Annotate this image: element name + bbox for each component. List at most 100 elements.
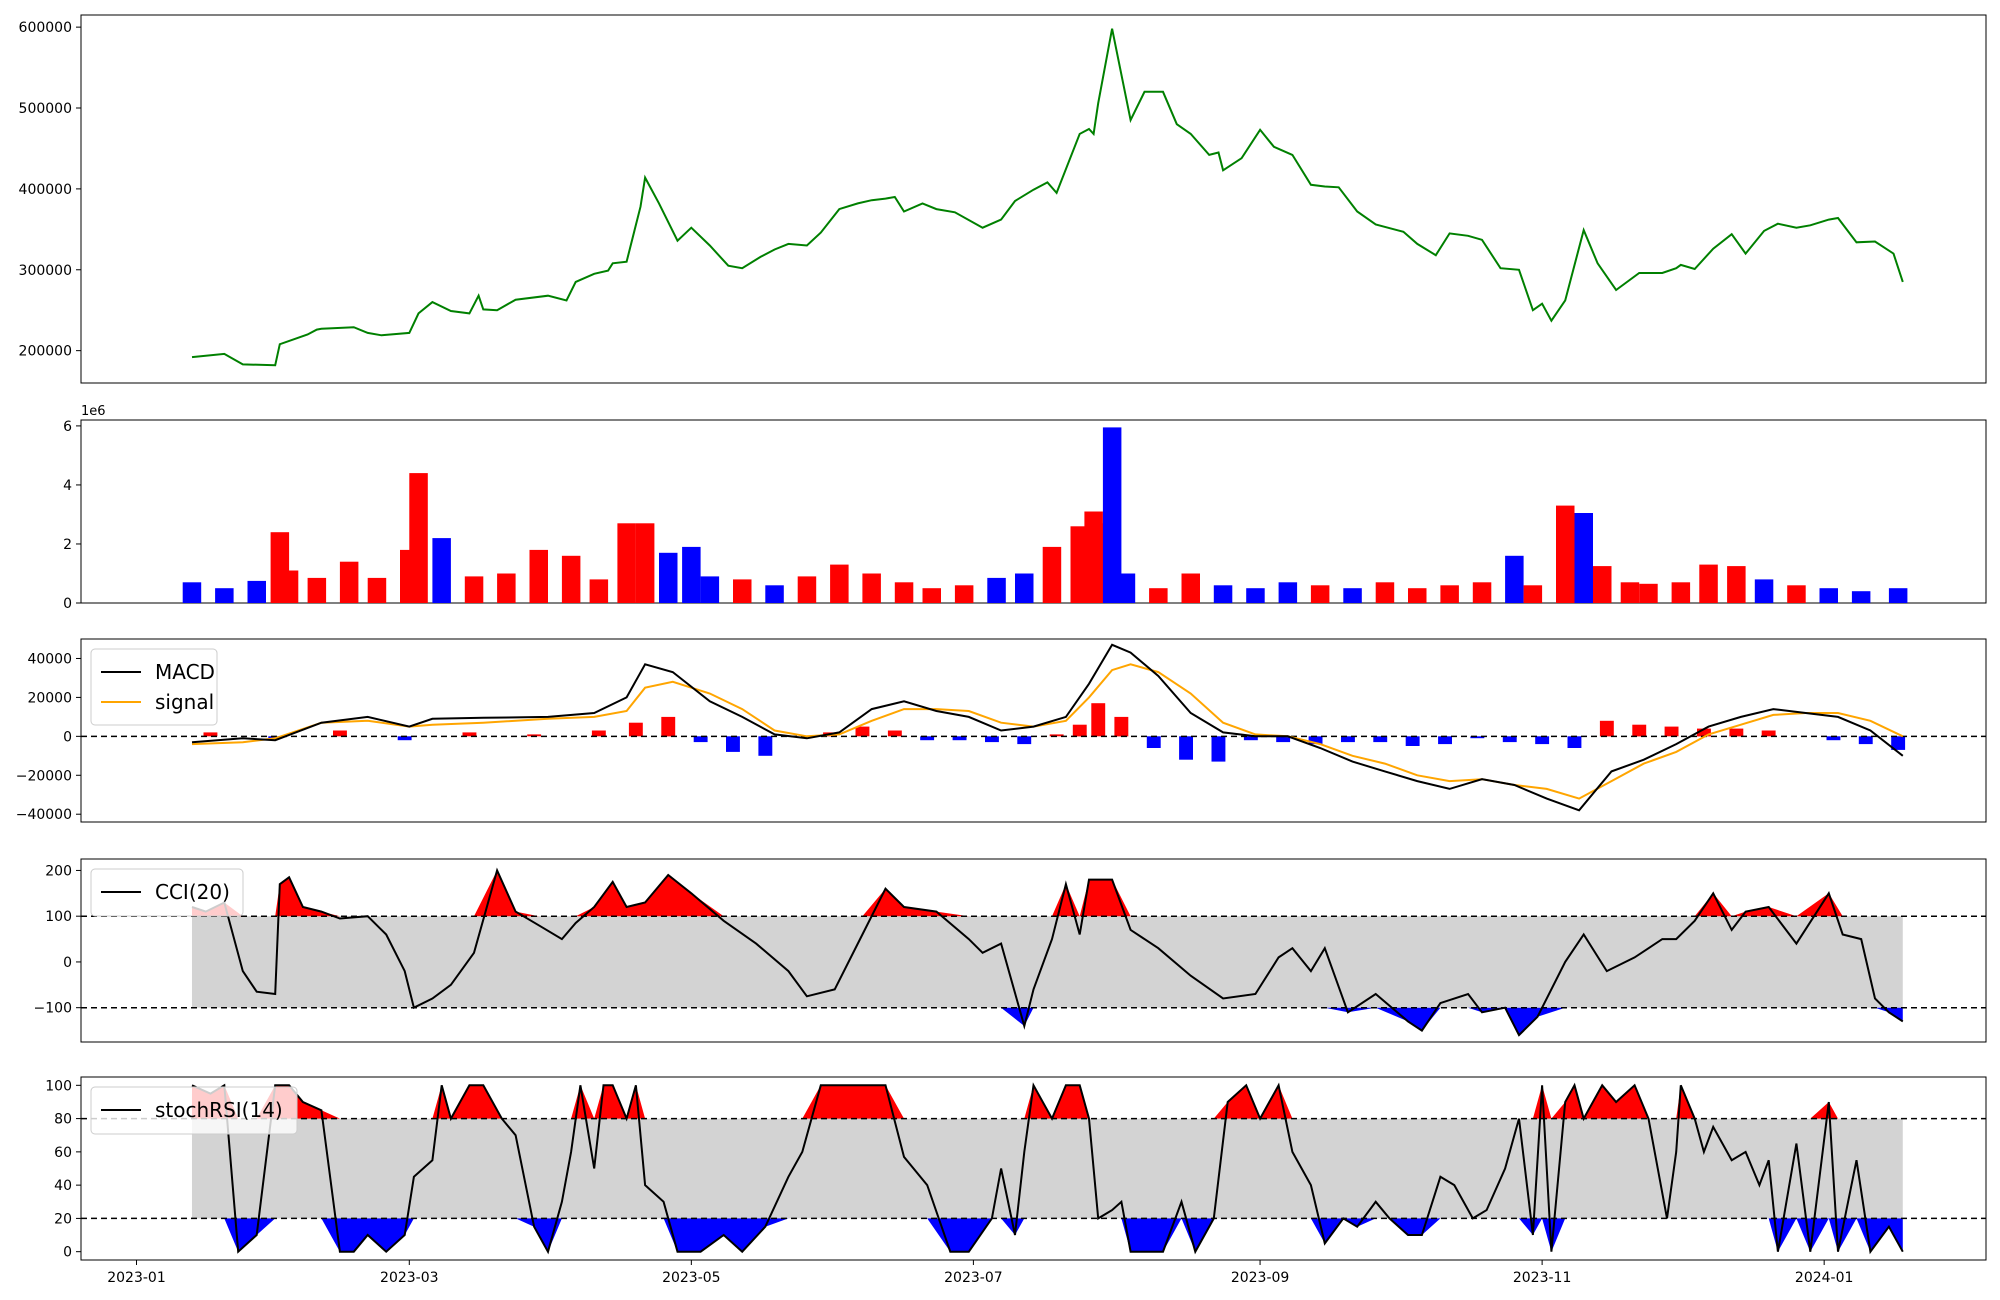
indicator-line (191, 867, 1904, 1037)
volume-bar (733, 579, 752, 603)
y-tick-label: 20 (54, 1211, 72, 1227)
volume-bar (1181, 573, 1200, 603)
volume-bar (765, 585, 784, 603)
legend-box (90, 1086, 298, 1135)
macd-histogram-bar (1276, 736, 1291, 743)
stochrsi-panel: 0 20 40 60 80 100 stochRSI(14) (45, 1076, 1987, 1261)
legend-label: signal (155, 690, 214, 714)
volume-bar (1278, 582, 1298, 603)
macd-histogram-bar (1243, 736, 1258, 741)
y-tick-label: 500000 (19, 101, 72, 117)
macd-histogram-bar (1091, 703, 1106, 737)
y-tick-label: 60 (54, 1145, 72, 1161)
volume-bar (1343, 588, 1362, 603)
x-tick-label: 2024-01 (1795, 1270, 1854, 1286)
y-tick-label: −20000 (16, 768, 72, 784)
y-tick-label: 300000 (19, 263, 72, 279)
volume-bar (215, 588, 234, 603)
macd-histogram-bar (1211, 736, 1226, 762)
signal-line (191, 663, 1904, 800)
macd-line (191, 643, 1904, 812)
overbought-fill (191, 1085, 1903, 1119)
volume-bar (409, 473, 428, 603)
overbought-fill (191, 870, 1903, 917)
y-tick-label: 200 (45, 863, 72, 879)
macd-histogram-bar (1114, 716, 1129, 737)
y-tick-label: 0 (63, 729, 72, 745)
y-tick-label: 200000 (19, 344, 72, 360)
volume-bar (1440, 585, 1459, 603)
legend-label: stochRSI(14) (155, 1098, 283, 1122)
volume-bar (1620, 582, 1640, 603)
panel-frame (80, 14, 1987, 384)
volume-bar (1523, 585, 1543, 603)
x-tick-label: 2023-07 (944, 1270, 1003, 1286)
indicator-line (191, 1082, 1904, 1255)
macd-histogram-bar (1049, 734, 1064, 737)
macd-histogram-bar (1858, 736, 1873, 745)
volume-bar (279, 570, 299, 603)
volume-bar (700, 576, 720, 603)
macd-histogram-bar (1502, 736, 1517, 743)
macd-panel: −40000 −20000 0 20000 40000 MACD signal (16, 638, 1987, 823)
y-tick-label: 4 (63, 478, 72, 494)
neutral-band (191, 916, 1903, 1008)
y-tick-label: 80 (54, 1112, 72, 1128)
macd-histogram-bar (1632, 724, 1647, 737)
volume-bar (1310, 585, 1330, 603)
volume-scale-label: 1e6 (81, 404, 106, 419)
volume-bar (1593, 566, 1612, 603)
volume-bar (1671, 582, 1691, 603)
volume-bar (247, 580, 266, 603)
macd-histogram-bar (1072, 724, 1087, 737)
volume-bar (497, 573, 516, 603)
y-tick-label: 0 (63, 955, 72, 971)
volume-bar (1089, 523, 1108, 603)
neutral-band (191, 1118, 1903, 1219)
macd-histogram-bar (920, 736, 935, 741)
legend-label: CCI(20) (155, 880, 230, 904)
y-tick-label: 600000 (19, 20, 72, 36)
volume-bar (617, 523, 636, 603)
macd-histogram-bar (1405, 736, 1420, 746)
price-line (191, 28, 1904, 367)
volume-bar (1787, 585, 1806, 603)
volume-bar (862, 573, 881, 603)
volume-bar (682, 546, 701, 603)
macd-histogram-bar (1146, 736, 1161, 748)
volume-bar (561, 555, 581, 603)
volume-bar (1699, 564, 1718, 603)
x-tick-label: 2023-05 (662, 1270, 721, 1286)
macd-histogram-bar (1535, 736, 1550, 745)
macd-histogram-bar (1891, 736, 1906, 750)
macd-histogram-bar (855, 726, 870, 737)
panel-frame (80, 858, 1987, 1043)
macd-histogram-bar (1179, 736, 1193, 760)
volume-bar (987, 577, 1006, 603)
volume-bar (1116, 573, 1136, 603)
macd-histogram-bar (591, 730, 606, 737)
macd-histogram-bar (1697, 728, 1711, 737)
macd-histogram-bar (1729, 728, 1744, 737)
volume-bar (1819, 588, 1838, 603)
volume-bar (635, 523, 655, 603)
y-tick-label: 0 (63, 596, 72, 612)
x-tick-label: 2023-09 (1231, 1270, 1290, 1286)
y-tick-label: 40 (54, 1178, 72, 1194)
panel-frame (80, 1076, 1987, 1261)
volume-bar (1574, 513, 1593, 603)
macd-histogram-bar (952, 736, 967, 741)
volume-bar (797, 576, 817, 603)
volume-bar (1888, 588, 1908, 603)
price-panel: 200000 300000 400000 500000 600000 (19, 14, 1987, 384)
volume-bar (1727, 566, 1746, 603)
x-tick-label: 2023-03 (380, 1270, 439, 1286)
macd-histogram-bar (661, 716, 676, 737)
y-tick-label: 100 (45, 1078, 72, 1094)
volume-bar (182, 582, 202, 603)
volume-bar (367, 577, 387, 603)
y-tick-label: 2 (63, 537, 72, 553)
macd-histogram-bar (397, 736, 412, 741)
